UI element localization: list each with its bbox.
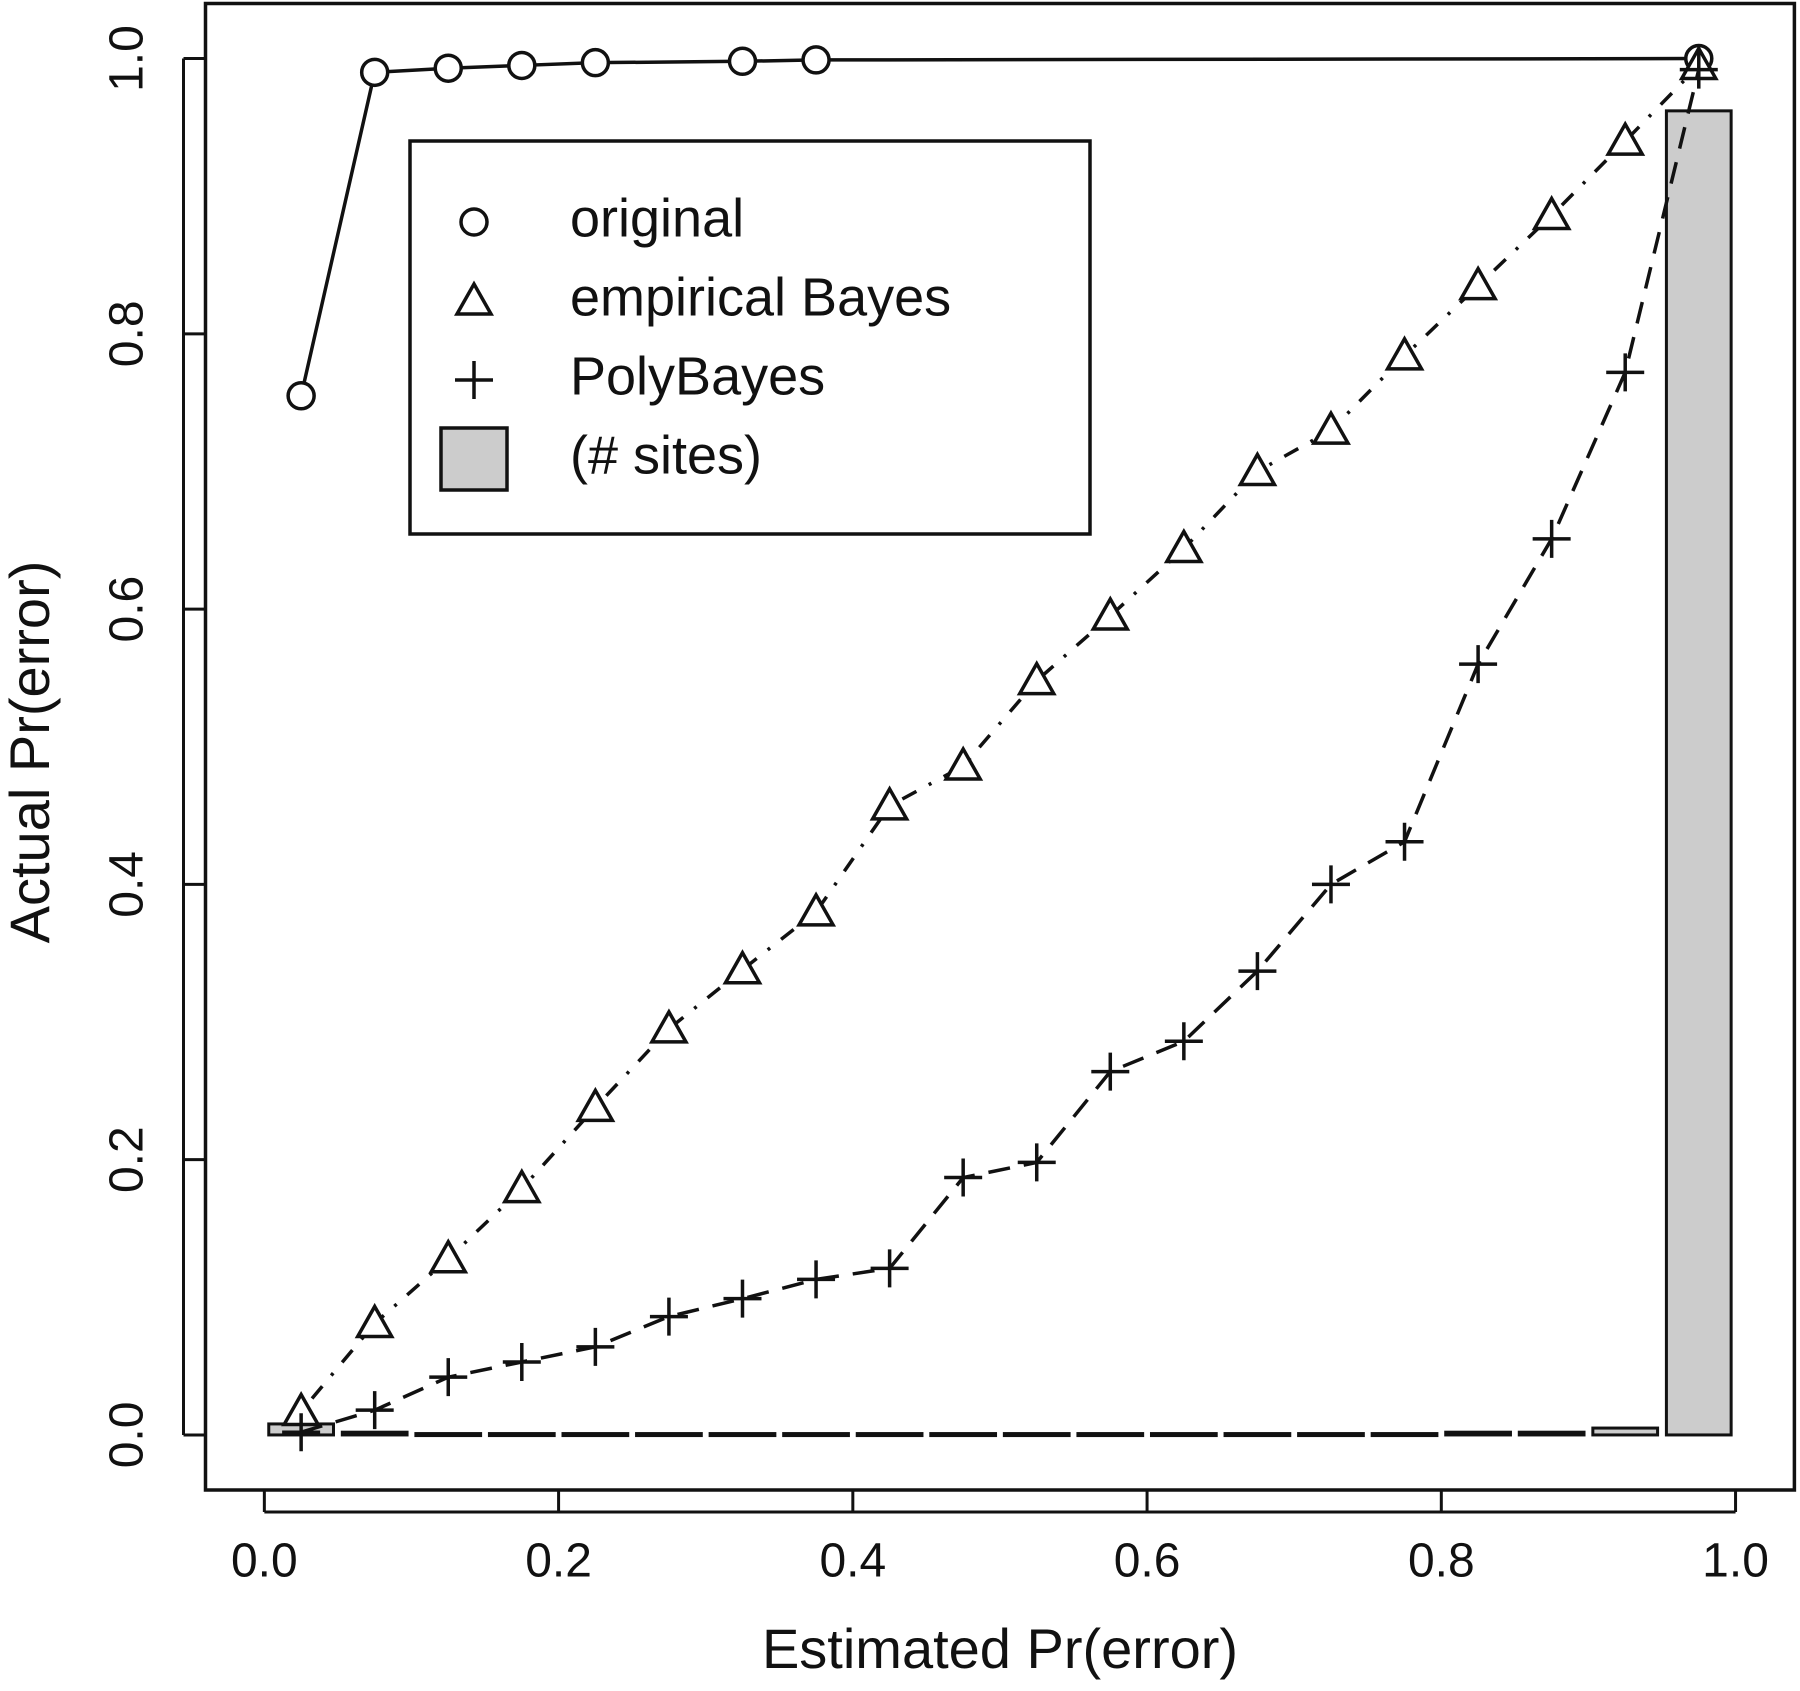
x-tick-label: 0.0 <box>231 1535 298 1588</box>
point <box>1016 660 1057 696</box>
point <box>580 47 611 78</box>
point <box>576 1327 615 1366</box>
bar <box>1370 1432 1439 1438</box>
point <box>1605 120 1646 156</box>
point <box>1531 194 1572 231</box>
x-axis-label: Estimated Pr(error) <box>762 1617 1238 1680</box>
bar <box>1002 1432 1071 1438</box>
bar <box>1223 1432 1292 1438</box>
point <box>1310 409 1351 445</box>
point <box>1091 1052 1130 1091</box>
point <box>1606 353 1645 392</box>
point <box>649 1297 688 1336</box>
point <box>429 1358 468 1397</box>
y-tick-label: 0.4 <box>101 851 154 918</box>
y-tick-label: 0.6 <box>101 576 154 643</box>
legend-swatch <box>439 426 509 492</box>
point <box>428 1238 469 1274</box>
x-tick-label: 0.4 <box>819 1535 886 1588</box>
bar <box>1517 1430 1586 1437</box>
point <box>1164 1022 1203 1061</box>
bar <box>855 1432 924 1438</box>
bar <box>1444 1430 1512 1437</box>
point <box>722 949 763 985</box>
legend-label: empirical Bayes <box>570 267 951 327</box>
series-line <box>300 69 1701 1434</box>
point <box>502 1343 541 1381</box>
point <box>459 207 489 237</box>
legend-box <box>408 139 1092 536</box>
bar <box>708 1432 777 1438</box>
point <box>727 46 758 77</box>
point <box>354 1302 395 1339</box>
y-axis-label: Actual Pr(error) <box>0 561 61 944</box>
point <box>359 57 390 88</box>
point <box>1384 335 1425 371</box>
point <box>501 1168 542 1204</box>
point <box>1532 519 1571 558</box>
point <box>282 1413 321 1452</box>
x-tick-label: 1.0 <box>1702 1535 1769 1588</box>
point <box>1163 528 1204 564</box>
point <box>455 361 493 399</box>
legend: original empirical Bayes PolyBayes (# sites… <box>408 139 1092 536</box>
point <box>723 1279 762 1318</box>
bar <box>1149 1432 1218 1438</box>
bar <box>1664 109 1733 1437</box>
point <box>1017 1143 1056 1182</box>
point <box>648 1008 689 1044</box>
x-tick-label: 0.2 <box>525 1535 592 1588</box>
legend-label: original <box>570 188 744 248</box>
point <box>870 1249 909 1288</box>
bar <box>1591 1426 1660 1437</box>
point <box>1090 595 1131 631</box>
point <box>286 381 316 411</box>
plot-frame <box>203 1 1797 1492</box>
bar <box>782 1432 850 1438</box>
y-tick-label: 0.0 <box>101 1402 154 1469</box>
point <box>1311 865 1350 904</box>
point <box>575 1086 616 1123</box>
point <box>801 45 831 75</box>
bar <box>1076 1432 1145 1438</box>
point <box>797 1260 836 1299</box>
point <box>507 50 537 81</box>
point <box>453 280 495 316</box>
bar <box>635 1432 703 1438</box>
bar <box>340 1430 409 1437</box>
bar <box>561 1432 630 1438</box>
bar <box>1297 1432 1365 1438</box>
point <box>1679 50 1718 89</box>
point <box>1238 952 1277 991</box>
point <box>796 891 837 927</box>
x-tick-label: 0.8 <box>1408 1535 1475 1588</box>
bar <box>487 1432 556 1438</box>
x-tick-label: 0.6 <box>1114 1535 1181 1588</box>
point <box>433 53 463 83</box>
legend-label: PolyBayes <box>570 346 825 406</box>
bar <box>929 1432 998 1438</box>
y-tick-label: 1.0 <box>101 25 154 92</box>
point <box>1458 265 1499 301</box>
point <box>1459 645 1498 684</box>
point <box>944 1158 983 1197</box>
point <box>869 785 910 821</box>
legend-label: (# sites) <box>570 425 762 485</box>
point <box>943 745 984 781</box>
point <box>1385 822 1424 861</box>
y-tick-label: 0.2 <box>101 1126 154 1193</box>
bar <box>414 1432 483 1438</box>
y-tick-label: 0.8 <box>101 300 154 367</box>
point <box>355 1391 394 1430</box>
point <box>1237 450 1278 487</box>
